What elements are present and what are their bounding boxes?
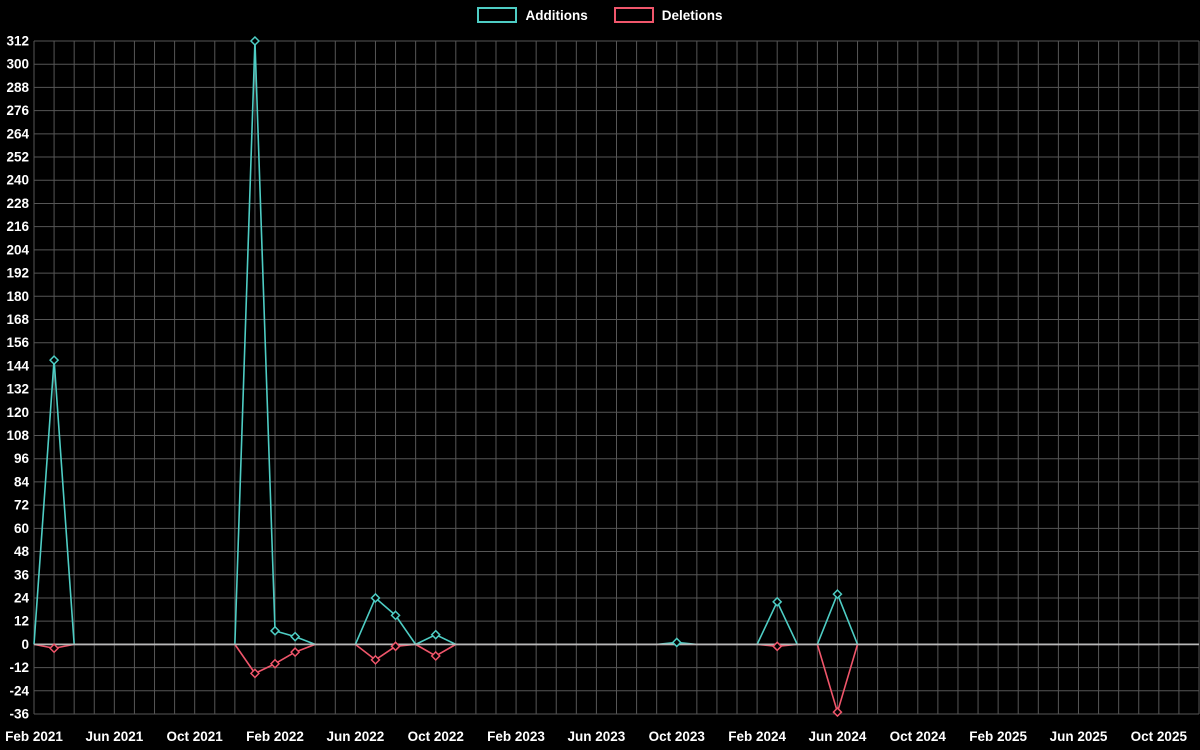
svg-text:72: 72 bbox=[14, 498, 29, 513]
svg-text:264: 264 bbox=[6, 126, 29, 141]
svg-text:132: 132 bbox=[6, 382, 29, 397]
svg-text:36: 36 bbox=[14, 567, 30, 582]
svg-text:168: 168 bbox=[6, 312, 29, 327]
svg-text:0: 0 bbox=[21, 637, 29, 652]
svg-text:Feb 2024: Feb 2024 bbox=[728, 729, 786, 744]
svg-text:Jun 2021: Jun 2021 bbox=[85, 729, 143, 744]
svg-text:Feb 2022: Feb 2022 bbox=[246, 729, 304, 744]
legend-swatch-deletions bbox=[613, 7, 654, 23]
svg-text:120: 120 bbox=[6, 405, 29, 420]
svg-text:312: 312 bbox=[6, 34, 29, 49]
svg-text:192: 192 bbox=[6, 266, 29, 281]
legend-item-deletions: Deletions bbox=[613, 7, 723, 23]
svg-text:Feb 2025: Feb 2025 bbox=[969, 729, 1027, 744]
svg-text:300: 300 bbox=[6, 57, 29, 72]
series-additions-markers bbox=[49, 35, 843, 648]
svg-text:24: 24 bbox=[14, 590, 30, 605]
svg-text:Jun 2025: Jun 2025 bbox=[1050, 729, 1108, 744]
svg-text:Oct 2022: Oct 2022 bbox=[408, 729, 464, 744]
svg-text:240: 240 bbox=[6, 173, 29, 188]
svg-text:Oct 2021: Oct 2021 bbox=[167, 729, 224, 744]
svg-text:156: 156 bbox=[6, 335, 29, 350]
svg-text:84: 84 bbox=[14, 474, 30, 489]
svg-text:216: 216 bbox=[6, 219, 29, 234]
y-axis-labels: -36 -24 -12 0 12 24 36 48 60 72 84 96 108 120 132 144 15… bbox=[6, 34, 29, 722]
svg-text:144: 144 bbox=[6, 358, 29, 373]
svg-text:Oct 2023: Oct 2023 bbox=[649, 729, 706, 744]
svg-text:-36: -36 bbox=[9, 707, 29, 722]
legend-label-deletions: Deletions bbox=[661, 7, 723, 23]
svg-text:252: 252 bbox=[6, 150, 29, 165]
svg-text:48: 48 bbox=[14, 544, 30, 559]
svg-text:-12: -12 bbox=[9, 660, 29, 675]
svg-text:108: 108 bbox=[6, 428, 29, 443]
svg-text:180: 180 bbox=[6, 289, 29, 304]
legend-swatch-additions bbox=[477, 7, 518, 23]
x-axis-labels: Feb 2021 Jun 2021 Oct 2021 Feb 2022 Jun 2022… bbox=[5, 729, 1187, 744]
svg-text:Oct 2025: Oct 2025 bbox=[1131, 729, 1188, 744]
legend-item-additions: Additions bbox=[477, 7, 588, 23]
svg-text:Feb 2023: Feb 2023 bbox=[487, 729, 545, 744]
svg-text:-24: -24 bbox=[9, 683, 29, 698]
svg-text:Jun 2022: Jun 2022 bbox=[326, 729, 384, 744]
svg-text:Jun 2023: Jun 2023 bbox=[568, 729, 626, 744]
svg-text:Oct 2024: Oct 2024 bbox=[890, 729, 947, 744]
svg-text:228: 228 bbox=[6, 196, 29, 211]
svg-text:Feb 2021: Feb 2021 bbox=[5, 729, 63, 744]
gridlines bbox=[33, 40, 1200, 715]
legend-label-additions: Additions bbox=[525, 7, 588, 23]
svg-text:Jun 2024: Jun 2024 bbox=[809, 729, 867, 744]
series-deletions-markers bbox=[49, 641, 843, 718]
svg-text:96: 96 bbox=[14, 451, 30, 466]
svg-text:276: 276 bbox=[6, 103, 29, 118]
svg-text:204: 204 bbox=[6, 242, 29, 257]
svg-text:12: 12 bbox=[14, 614, 29, 629]
svg-text:60: 60 bbox=[14, 521, 29, 536]
chart-legend: Additions Deletions bbox=[0, 7, 1200, 23]
svg-text:288: 288 bbox=[6, 80, 29, 95]
